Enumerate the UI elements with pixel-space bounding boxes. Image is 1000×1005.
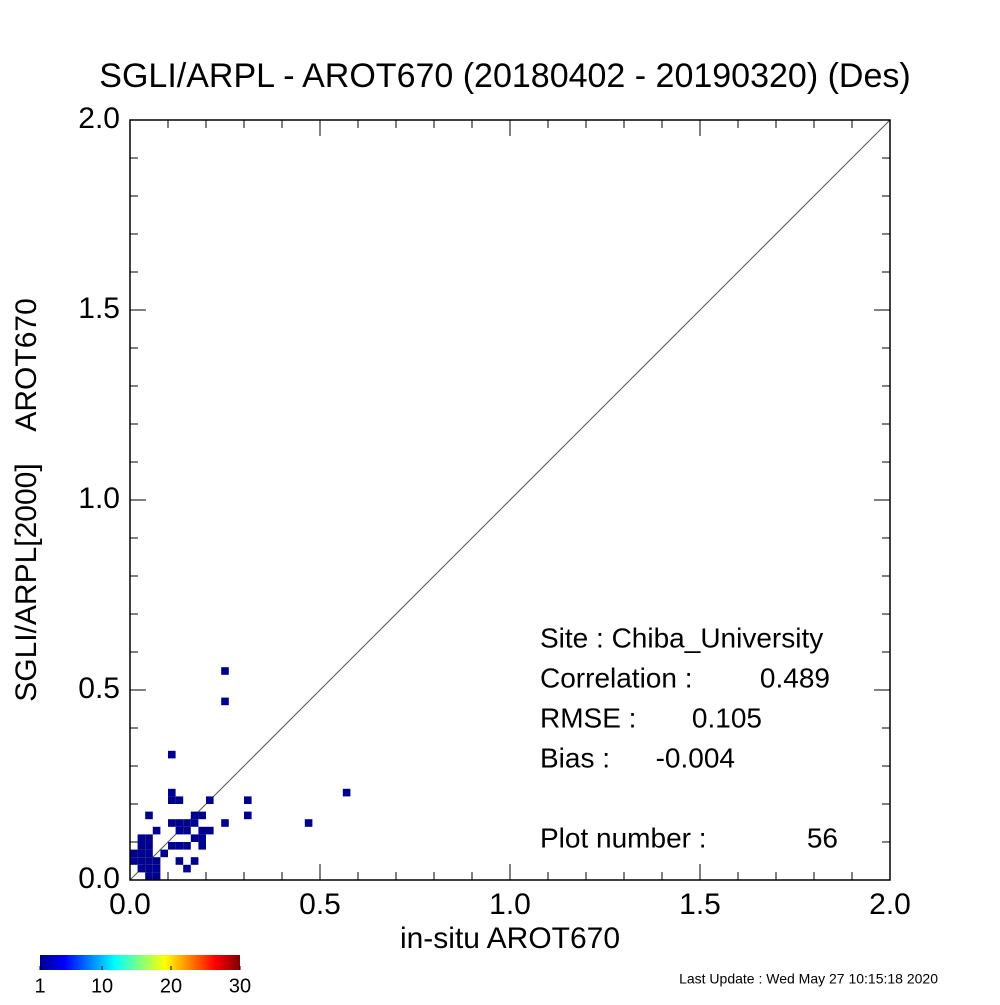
density-cell	[304, 819, 313, 827]
density-cell	[137, 857, 146, 865]
x-tick-label: 0.0	[109, 888, 151, 921]
density-cell	[145, 834, 153, 842]
stat-label: Bias :	[540, 742, 610, 773]
stat-label: Correlation :	[540, 662, 693, 693]
y-axis-label: SGLI/ARPL[2000] AROT670	[10, 298, 43, 702]
density-cell	[168, 842, 176, 850]
density-cell	[168, 796, 176, 804]
density-cell	[145, 872, 153, 880]
density-cell	[152, 857, 161, 865]
y-tick-label: 2.0	[78, 102, 120, 135]
density-cell	[342, 788, 351, 797]
density-cell	[244, 796, 252, 804]
density-cell	[190, 811, 199, 820]
y-tick-label: 0.0	[78, 862, 120, 895]
density-cell	[152, 826, 161, 835]
density-cell	[130, 857, 138, 865]
density-cell	[145, 864, 153, 873]
density-cell	[152, 864, 161, 873]
x-tick-label: 2.0	[869, 888, 911, 921]
density-cell	[198, 842, 206, 850]
density-cell	[206, 826, 214, 835]
density-cell	[145, 849, 153, 858]
stat-count-label: Plot number :	[540, 822, 707, 853]
stat-site: Site : Chiba_University	[540, 622, 823, 653]
density-cell	[137, 842, 146, 850]
density-cell	[190, 834, 199, 842]
density-cell	[221, 697, 229, 706]
density-cell	[198, 826, 206, 835]
density-cell	[183, 819, 191, 827]
stat-label: RMSE :	[540, 702, 636, 733]
stat-value: -0.004	[656, 742, 735, 773]
density-cell	[190, 819, 199, 827]
x-tick-label: 0.5	[299, 888, 341, 921]
density-cell	[160, 849, 168, 858]
density-cell	[221, 667, 229, 675]
colorbar-tick-label: 10	[91, 975, 113, 997]
density-cell	[175, 842, 184, 850]
density-cell	[145, 857, 153, 865]
density-cell	[198, 811, 206, 820]
y-tick-label: 1.5	[78, 292, 120, 325]
stat-value: 0.489	[760, 662, 830, 693]
density-cell	[221, 819, 229, 827]
stat-count: 56	[807, 822, 838, 853]
density-cell	[137, 834, 146, 842]
chart-title: SGLI/ARPL - AROT670 (20180402 - 20190320…	[99, 57, 910, 95]
density-cell	[168, 819, 176, 827]
density-cell	[168, 788, 176, 797]
footer: Last Update : Wed May 27 10:15:18 2020	[679, 971, 938, 987]
x-tick-label: 1.0	[489, 888, 531, 921]
density-cell	[244, 811, 252, 820]
density-cell	[198, 834, 206, 842]
density-cell	[137, 864, 146, 873]
density-cell	[175, 857, 184, 865]
density-cell	[130, 849, 138, 858]
y-tick-label: 1.0	[78, 482, 120, 515]
density-cell	[183, 842, 191, 850]
density-cell	[168, 750, 176, 759]
colorbar-tick-label: 20	[160, 975, 182, 997]
colorbar-tick-label: 1	[34, 975, 45, 997]
density-cell	[175, 796, 184, 804]
density-cell	[183, 826, 191, 835]
density-cell	[145, 811, 153, 820]
density-cell	[183, 864, 191, 873]
y-tick-label: 0.5	[78, 672, 120, 705]
density-cell	[175, 819, 184, 827]
density-cell	[175, 826, 184, 835]
x-tick-label: 1.5	[679, 888, 721, 921]
density-cell	[137, 849, 146, 858]
one-to-one-line	[129, 119, 891, 881]
stat-value: 0.105	[692, 702, 762, 733]
density-cell	[190, 857, 199, 865]
colorbar-tick-label: 30	[229, 975, 251, 997]
density-cell	[206, 796, 214, 804]
colorbar	[40, 955, 240, 970]
x-axis-label: in-situ AROT670	[400, 922, 620, 955]
density-cell	[145, 842, 153, 850]
density-cell	[152, 872, 161, 880]
